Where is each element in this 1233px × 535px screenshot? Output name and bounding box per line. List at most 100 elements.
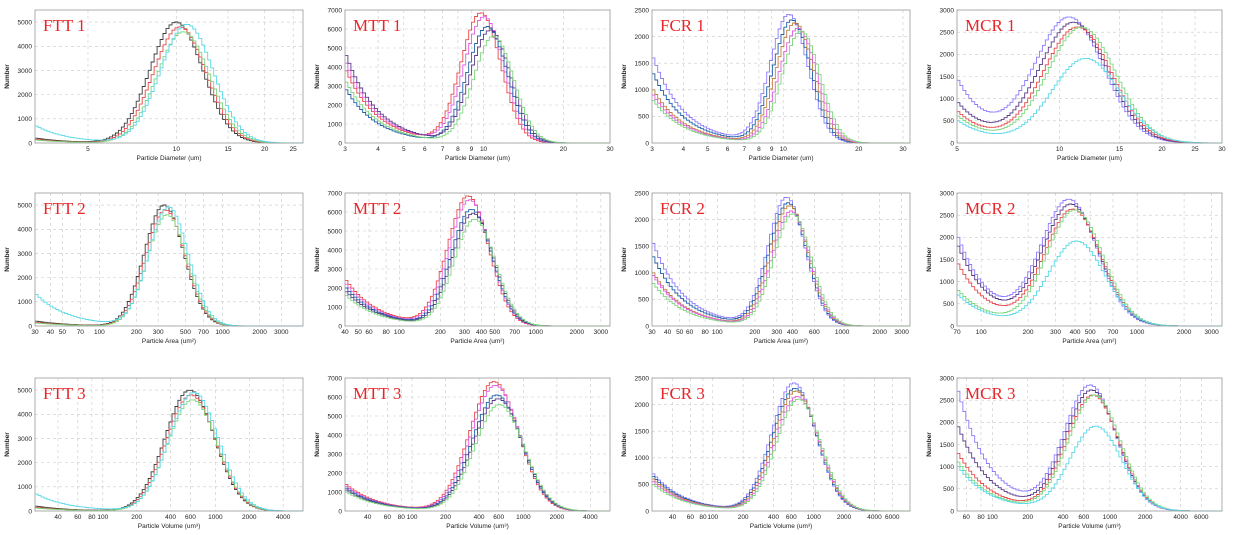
- x-axis-label: Particle Volume (um³): [1058, 523, 1121, 530]
- y-tick-label: 0: [645, 508, 649, 515]
- y-tick-label: 3000: [940, 375, 955, 382]
- y-tick-label: 500: [943, 301, 954, 308]
- panel-title: FCR 2: [660, 199, 705, 218]
- y-tick-label: 5000: [328, 413, 343, 420]
- y-tick-label: 2000: [328, 102, 343, 109]
- y-tick-label: 4000: [328, 247, 343, 254]
- x-tick-label: 30: [899, 146, 907, 153]
- x-tick-label: 1000: [208, 514, 223, 521]
- x-tick-label: 600: [185, 514, 196, 521]
- x-tick-label: 100: [94, 329, 105, 336]
- x-axis-label: Particle Area (um²): [450, 338, 504, 345]
- x-tick-label: 40: [664, 329, 672, 336]
- y-tick-label: 2000: [328, 285, 343, 292]
- x-tick-label: 600: [1078, 514, 1089, 521]
- x-tick-label: 5: [402, 146, 406, 153]
- y-axis-label: Number: [4, 432, 11, 457]
- y-tick-label: 2000: [18, 460, 33, 467]
- x-tick-label: 300: [459, 329, 470, 336]
- x-tick-label: 600: [809, 329, 820, 336]
- y-tick-label: 1000: [940, 96, 955, 103]
- y-tick-label: 500: [943, 118, 954, 125]
- x-tick-label: 5: [86, 146, 90, 153]
- y-tick-label: 1500: [940, 442, 955, 449]
- y-tick-label: 3000: [18, 251, 33, 258]
- x-tick-label: 40: [364, 514, 372, 521]
- x-tick-label: 500: [489, 329, 500, 336]
- x-tick-label: 3000: [894, 329, 909, 336]
- y-tick-label: 500: [943, 486, 954, 493]
- y-axis-label: Number: [314, 64, 321, 89]
- histogram-panel: 0100020003000400050006000700040 60 80 100 20…: [314, 375, 610, 530]
- x-tick-label: 20: [855, 146, 863, 153]
- x-tick-label: 60: [686, 329, 694, 336]
- x-tick-label: 700: [198, 329, 209, 336]
- y-axis-label: Number: [4, 64, 11, 89]
- x-tick-label: 15: [224, 146, 232, 153]
- y-tick-label: 0: [28, 140, 32, 147]
- x-tick-label: 7: [441, 146, 445, 153]
- x-tick-label: 100: [407, 514, 418, 521]
- y-tick-label: 3000: [18, 68, 33, 75]
- x-tick-label: 200: [440, 514, 451, 521]
- x-tick-label: 500: [180, 329, 191, 336]
- y-axis-label: Number: [621, 64, 628, 89]
- histogram-panel: 01000200030004000500040 60 80 100 200 400 600 1…: [4, 378, 303, 530]
- y-tick-label: 7000: [328, 7, 343, 14]
- y-tick-label: 3000: [940, 190, 955, 197]
- y-tick-label: 2500: [940, 212, 955, 219]
- x-axis-label: Particle Diameter (um): [136, 155, 201, 162]
- x-tick-label: 80: [702, 329, 710, 336]
- x-axis-label: Particle Area (um²): [1062, 338, 1116, 345]
- panel-title: MCR 2: [965, 199, 1016, 218]
- y-axis-label: Number: [4, 247, 11, 272]
- x-tick-label: 4000: [276, 514, 291, 521]
- x-tick-label: 200: [131, 514, 142, 521]
- x-tick-label: 60: [384, 514, 392, 521]
- histogram-panel: 0500100015002000250030005 10 15 20 25 30Numbe…: [926, 7, 1226, 162]
- x-tick-label: 50: [355, 329, 363, 336]
- x-tick-label: 6: [423, 146, 427, 153]
- y-tick-label: 2000: [328, 470, 343, 477]
- y-tick-label: 1000: [328, 304, 343, 311]
- x-tick-label: 100: [97, 514, 108, 521]
- y-axis-label: Number: [926, 64, 933, 89]
- x-tick-label: 80: [699, 514, 707, 521]
- y-tick-label: 5000: [18, 202, 33, 209]
- x-tick-label: 2000: [242, 514, 257, 521]
- x-tick-label: 100: [707, 514, 718, 521]
- y-tick-label: 1500: [940, 74, 955, 81]
- panel-title: MTT 2: [353, 199, 401, 218]
- x-tick-label: 4000: [1173, 514, 1188, 521]
- y-tick-label: 1000: [328, 121, 343, 128]
- x-tick-label: 6000: [1194, 514, 1209, 521]
- y-tick-label: 5000: [18, 19, 33, 26]
- x-tick-label: 50: [59, 329, 67, 336]
- x-tick-label: 20: [1158, 146, 1166, 153]
- x-tick-label: 3000: [1204, 329, 1219, 336]
- x-tick-label: 400: [474, 514, 485, 521]
- x-axis-label: Particle Diameter (um): [748, 155, 813, 162]
- x-tick-label: 6: [726, 146, 730, 153]
- x-axis-label: Particle Volume (um³): [750, 523, 813, 530]
- x-tick-label: 1000: [835, 329, 850, 336]
- x-tick-label: 400: [1058, 514, 1069, 521]
- y-tick-label: 4000: [18, 412, 33, 419]
- panel-title: MCR 1: [965, 16, 1016, 35]
- y-tick-label: 4000: [18, 44, 33, 51]
- y-tick-label: 2000: [635, 402, 650, 409]
- x-tick-label: 25: [1191, 146, 1199, 153]
- x-tick-label: 15: [1116, 146, 1124, 153]
- panel-title: FTT 3: [43, 384, 86, 403]
- y-tick-label: 1000: [635, 87, 650, 94]
- x-tick-label: 1000: [215, 329, 230, 336]
- x-tick-label: 2000: [1177, 329, 1192, 336]
- x-tick-label: 3: [343, 146, 347, 153]
- x-tick-label: 100: [976, 329, 987, 336]
- histogram-panel: 0 1000 2000 3000 4000 5000 30 40 50 70 100 200 300 50…: [4, 193, 303, 345]
- y-tick-label: 0: [338, 140, 342, 147]
- y-tick-label: 1000: [18, 484, 33, 491]
- x-axis-label: Particle Area (um²): [142, 338, 196, 345]
- x-tick-label: 10: [173, 146, 181, 153]
